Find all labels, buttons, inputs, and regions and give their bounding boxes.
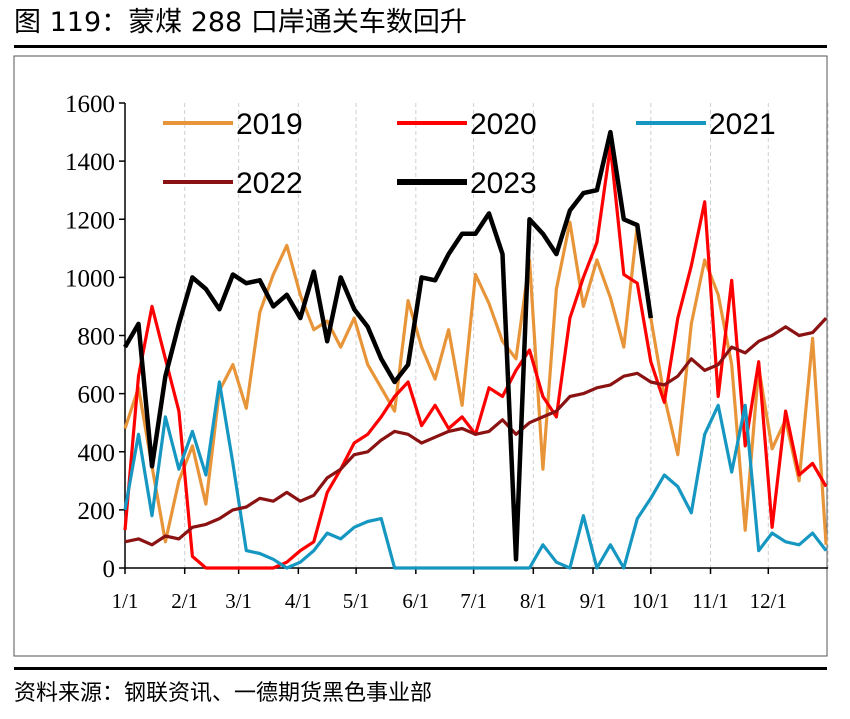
y-tick-label: 1000 <box>65 265 115 292</box>
series-line-2021 <box>123 380 828 570</box>
x-tick-label: 3/1 <box>225 589 252 613</box>
series-lines <box>123 129 828 570</box>
x-tick-label: 9/1 <box>580 589 607 613</box>
x-tick-label: 7/1 <box>460 589 487 613</box>
legend: 2019 2020 2021 2022 2023 <box>163 108 776 200</box>
x-tick-label: 6/1 <box>402 589 429 613</box>
y-tick-label: 800 <box>78 324 116 351</box>
legend-label-2022: 2022 <box>236 167 303 200</box>
y-tick-label: 1200 <box>65 207 115 234</box>
figure-source: 资料来源：钢联资讯、一德期货黑色事业部 <box>14 681 433 706</box>
y-tick-label: 600 <box>78 382 116 409</box>
x-tick-label: 11/1 <box>692 589 729 613</box>
y-tick-label: 1400 <box>65 149 115 176</box>
bottom-rule <box>14 667 827 670</box>
series-line-2022 <box>124 317 828 547</box>
x-tick-label: 2/1 <box>171 589 198 613</box>
x-tick-label: 5/1 <box>343 589 370 613</box>
legend-label-2020: 2020 <box>470 108 537 141</box>
y-tick-label: 400 <box>78 440 116 467</box>
y-tick-label: 0 <box>103 556 116 583</box>
axes: 0 200 400 600 800 1000 1200 1400 1600 1/1 2/1 3/1 4/… <box>13 55 828 657</box>
series-line-2020 <box>123 145 828 570</box>
x-tick-label: 4/1 <box>285 589 312 613</box>
legend-label-2023: 2023 <box>470 167 537 200</box>
x-tick-label: 1/1 <box>112 589 139 613</box>
x-tick-label: 10/1 <box>632 589 669 613</box>
y-tick-label: 1600 <box>65 91 115 118</box>
top-rule <box>14 45 827 48</box>
y-tick-label: 200 <box>78 498 116 525</box>
series-line-2023 <box>123 129 654 562</box>
legend-label-2021: 2021 <box>709 108 776 141</box>
figure-title: 图 119：蒙煤 288 口岸通关车数回升 <box>14 7 467 38</box>
x-tick-label: 12/1 <box>750 589 787 613</box>
x-tick-label: 8/1 <box>520 589 547 613</box>
chart-frame <box>13 55 828 657</box>
legend-label-2019: 2019 <box>236 108 303 141</box>
